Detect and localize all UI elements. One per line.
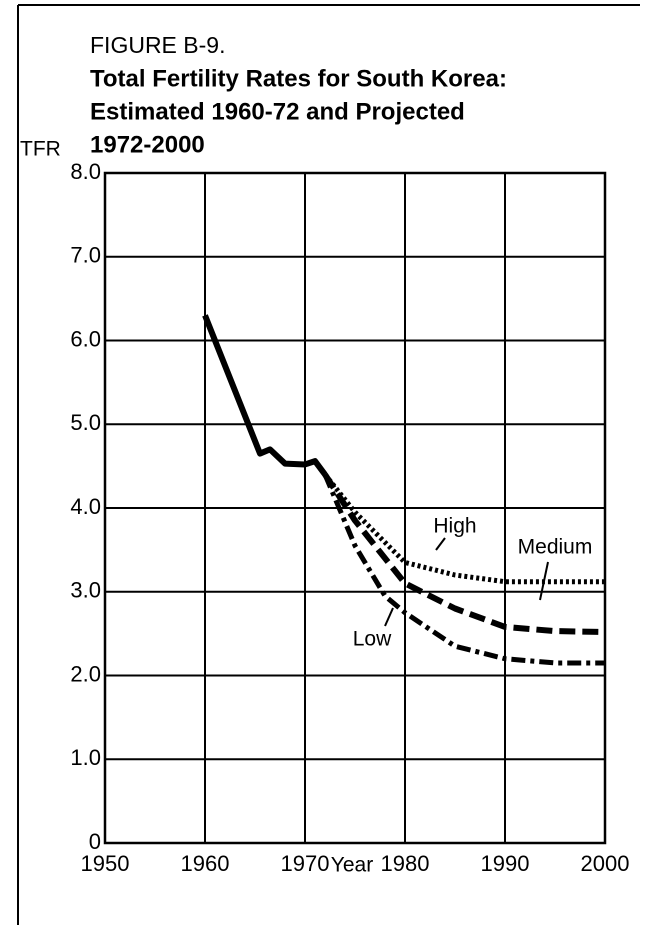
line-series	[323, 472, 605, 585]
y-tick-label: 1.0	[70, 745, 101, 770]
y-tick-label: 3.0	[70, 578, 101, 603]
y-tick-label: 2.0	[70, 661, 101, 686]
x-tick-label: 1950	[81, 851, 130, 876]
annotation-leader	[435, 537, 446, 551]
x-tick-label: 1990	[481, 851, 530, 876]
x-tick-label: 1960	[181, 851, 230, 876]
series-annotation: Low	[353, 628, 392, 651]
y-tick-label: 0	[89, 829, 101, 854]
series-annotation: High	[433, 515, 476, 538]
y-tick-label: 4.0	[70, 494, 101, 519]
line-series	[322, 473, 605, 666]
annotation-leader	[384, 607, 394, 627]
y-tick-label: 7.0	[70, 243, 101, 268]
line-series	[202, 314, 328, 477]
y-tick-label: 5.0	[70, 410, 101, 435]
line-series	[322, 472, 606, 635]
x-tick-label: 2000	[581, 851, 630, 876]
chart-title: Total Fertility Rates for South Korea:	[90, 65, 507, 92]
y-tick-label: 6.0	[70, 326, 101, 351]
chart-title: Estimated 1960-72 and Projected	[90, 98, 465, 125]
chart-title: 1972-2000	[90, 131, 205, 158]
y-axis-label: TFR	[20, 138, 61, 161]
series-annotation: Medium	[518, 536, 593, 559]
annotation-leader	[539, 561, 549, 601]
x-tick-label: 1970	[281, 851, 330, 876]
plot-frame	[103, 171, 607, 845]
y-tick-label: 8.0	[70, 159, 101, 184]
figure-label: FIGURE B-9.	[90, 32, 225, 58]
x-axis-label: Year	[331, 854, 373, 877]
x-tick-label: 1980	[381, 851, 430, 876]
